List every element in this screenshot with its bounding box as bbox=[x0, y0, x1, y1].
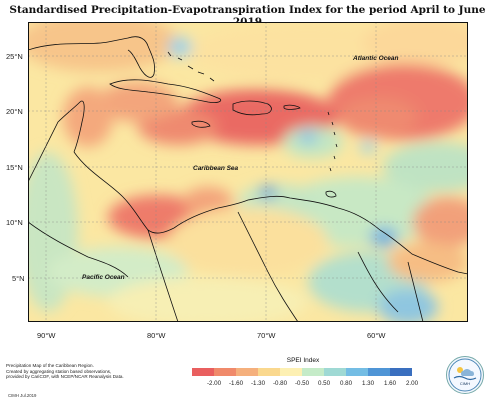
legend-swatch bbox=[390, 368, 412, 376]
label-pacific: Pacific Ocean bbox=[82, 274, 125, 281]
legend-label: 0.50 bbox=[317, 380, 331, 387]
spei-map: Atlantic Ocean Caribbean Sea Pacific Oce… bbox=[28, 22, 468, 322]
lat-label-25n: 25°N bbox=[6, 52, 23, 61]
label-caribbean: Caribbean Sea bbox=[193, 165, 239, 172]
lon-label-70w: 70°W bbox=[257, 331, 276, 340]
cimh-logo: CIMH bbox=[446, 356, 484, 394]
legend-swatch bbox=[368, 368, 390, 376]
legend-swatch bbox=[192, 368, 214, 376]
legend-label: -0.50 bbox=[294, 380, 310, 387]
legend-swatch bbox=[302, 368, 324, 376]
lon-label-60w: 60°W bbox=[367, 331, 386, 340]
label-atlantic: Atlantic Ocean bbox=[352, 55, 399, 62]
credits-footer: CIMH Jul.2019 bbox=[8, 393, 37, 398]
lon-label-90w: 90°W bbox=[37, 331, 56, 340]
legend-label: 2.00 bbox=[405, 380, 419, 387]
lat-label-10n: 10°N bbox=[6, 218, 23, 227]
credits-line: provided by CariCOF, with NCEP/NCAR Rean… bbox=[6, 374, 124, 380]
lon-label-80w: 80°W bbox=[147, 331, 166, 340]
legend-swatch bbox=[258, 368, 280, 376]
credits-text: Precipitation Map of the Caribbean Regio… bbox=[6, 363, 156, 380]
legend-label: -1.30 bbox=[250, 380, 266, 387]
legend-label: 0.80 bbox=[339, 380, 353, 387]
legend-colorbar bbox=[192, 368, 412, 376]
logo-text: CIMH bbox=[459, 381, 471, 386]
legend-swatch bbox=[214, 368, 236, 376]
credits-line: Created by aggregating station based obs… bbox=[6, 368, 112, 374]
lat-label-5n: 5°N bbox=[12, 274, 25, 283]
credits-line: Precipitation Map of the Caribbean Regio… bbox=[6, 363, 94, 368]
legend-label: 1.30 bbox=[361, 380, 375, 387]
legend-swatch bbox=[324, 368, 346, 376]
lat-label-20n: 20°N bbox=[6, 107, 23, 116]
legend-label: -1.60 bbox=[228, 380, 244, 387]
legend-title: SPEI Index bbox=[286, 357, 320, 364]
lat-label-15n: 15°N bbox=[6, 163, 23, 172]
legend-swatch bbox=[346, 368, 368, 376]
legend-label: -0.80 bbox=[272, 380, 288, 387]
legend-label: -2.00 bbox=[206, 380, 222, 387]
legend-swatch bbox=[280, 368, 302, 376]
legend-swatch bbox=[236, 368, 258, 376]
legend-label: 1.60 bbox=[383, 380, 397, 387]
